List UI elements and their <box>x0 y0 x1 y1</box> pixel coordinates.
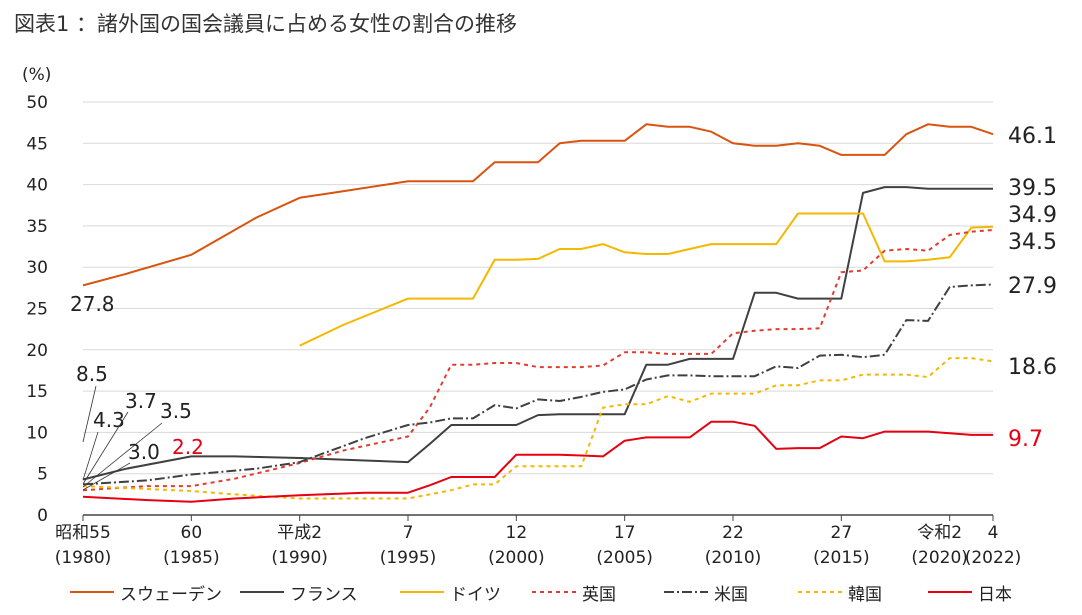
end-value-label: 18.6 <box>1008 355 1057 380</box>
series-line-フランス <box>82 186 993 481</box>
x-tick-label: 令和2 <box>917 523 962 543</box>
start-value-label: 27.8 <box>70 292 115 316</box>
legend-item: フランス <box>240 578 358 606</box>
y-tick-label: 35 <box>26 217 48 237</box>
y-tick-label: 45 <box>26 134 48 154</box>
end-value-label: 9.7 <box>1008 427 1043 452</box>
legend-swatch <box>798 591 842 593</box>
leader-line <box>82 422 163 488</box>
end-value-label: 39.5 <box>1008 176 1057 201</box>
legend-item: ドイツ <box>400 578 501 606</box>
x-tick-year: (1985) <box>163 548 220 568</box>
legend-label: スウェーデン <box>120 584 222 605</box>
x-tick-label: 平成2 <box>277 523 322 543</box>
start-value-label: 3.0 <box>128 440 160 464</box>
y-tick-label: 10 <box>26 423 48 443</box>
legend-item: 日本 <box>928 578 1012 606</box>
start-value-label: 3.5 <box>160 399 192 423</box>
legend-swatch <box>928 591 972 593</box>
start-value-label: 8.5 <box>76 362 108 386</box>
y-tick-label: 15 <box>26 382 48 402</box>
legend-item: 英国 <box>532 578 616 606</box>
legend-item: 韓国 <box>798 578 882 606</box>
legend-swatch <box>240 591 284 593</box>
series-line-英国 <box>82 229 994 492</box>
x-tick-label: 昭和55 <box>55 523 111 543</box>
x-tick-year: (2005) <box>596 548 653 568</box>
y-tick-label: 40 <box>26 176 48 196</box>
legend-swatch <box>400 591 444 593</box>
x-tick-label: 17 <box>614 523 636 543</box>
x-tick-label: 12 <box>506 523 528 543</box>
legend-label: ドイツ <box>450 584 501 605</box>
end-value-label: 34.9 <box>1008 203 1057 228</box>
x-tick-year: (2022) <box>965 548 1022 568</box>
legend-item: 米国 <box>664 578 748 606</box>
y-tick-label: 30 <box>26 258 48 278</box>
legend-swatch <box>70 591 114 593</box>
y-tick-label: 5 <box>37 465 48 485</box>
series-line-日本 <box>82 420 993 503</box>
leader-line <box>82 462 131 491</box>
series-line-スウェーデン <box>82 123 994 287</box>
start-value-label: 3.7 <box>125 389 157 413</box>
y-unit-label: (%) <box>22 65 51 85</box>
leader-line <box>82 431 99 481</box>
legend-label: 韓国 <box>848 584 882 605</box>
chart-legend: スウェーデン フランス ドイツ 英国 米国 韓国 日本 <box>70 578 1070 608</box>
leader-line <box>82 385 97 443</box>
x-tick-year: (1995) <box>380 548 437 568</box>
legend-label: 英国 <box>582 584 616 605</box>
y-tick-label: 0 <box>37 506 48 526</box>
legend-swatch <box>664 591 708 593</box>
x-tick-year: (1990) <box>271 548 328 568</box>
x-tick-year: (2010) <box>705 548 762 568</box>
x-tick-label: 27 <box>831 523 853 543</box>
x-tick-year: (2020) <box>911 548 968 568</box>
start-value-label: 4.3 <box>93 408 125 432</box>
series-line-ドイツ <box>299 212 994 347</box>
x-tick-year: (2015) <box>813 548 870 568</box>
y-tick-label: 25 <box>26 300 48 320</box>
end-value-label: 27.9 <box>1008 274 1057 299</box>
legend-label: 日本 <box>978 584 1012 605</box>
chart-title: 図表1 ：諸外国の国会議員に占める女性の割合の推移 <box>14 12 518 36</box>
x-tick-year: (2000) <box>488 548 545 568</box>
series-line-米国 <box>82 283 994 486</box>
end-value-label: 46.1 <box>1008 124 1057 149</box>
legend-label: フランス <box>290 584 358 605</box>
x-tick-label: 22 <box>722 523 744 543</box>
end-value-label: 34.5 <box>1008 230 1057 255</box>
legend-label: 米国 <box>714 584 748 605</box>
x-tick-label: 7 <box>403 523 414 543</box>
x-tick-label: 4 <box>988 523 999 543</box>
y-tick-label: 50 <box>26 93 48 113</box>
start-value-label: 2.2 <box>172 435 204 459</box>
x-tick-label: 60 <box>181 523 203 543</box>
legend-swatch <box>532 591 576 593</box>
legend-item: スウェーデン <box>70 578 222 606</box>
leader-line <box>82 411 129 485</box>
y-tick-label: 20 <box>26 341 48 361</box>
x-tick-year: (1980) <box>55 548 112 568</box>
series-line-韓国 <box>82 357 994 500</box>
